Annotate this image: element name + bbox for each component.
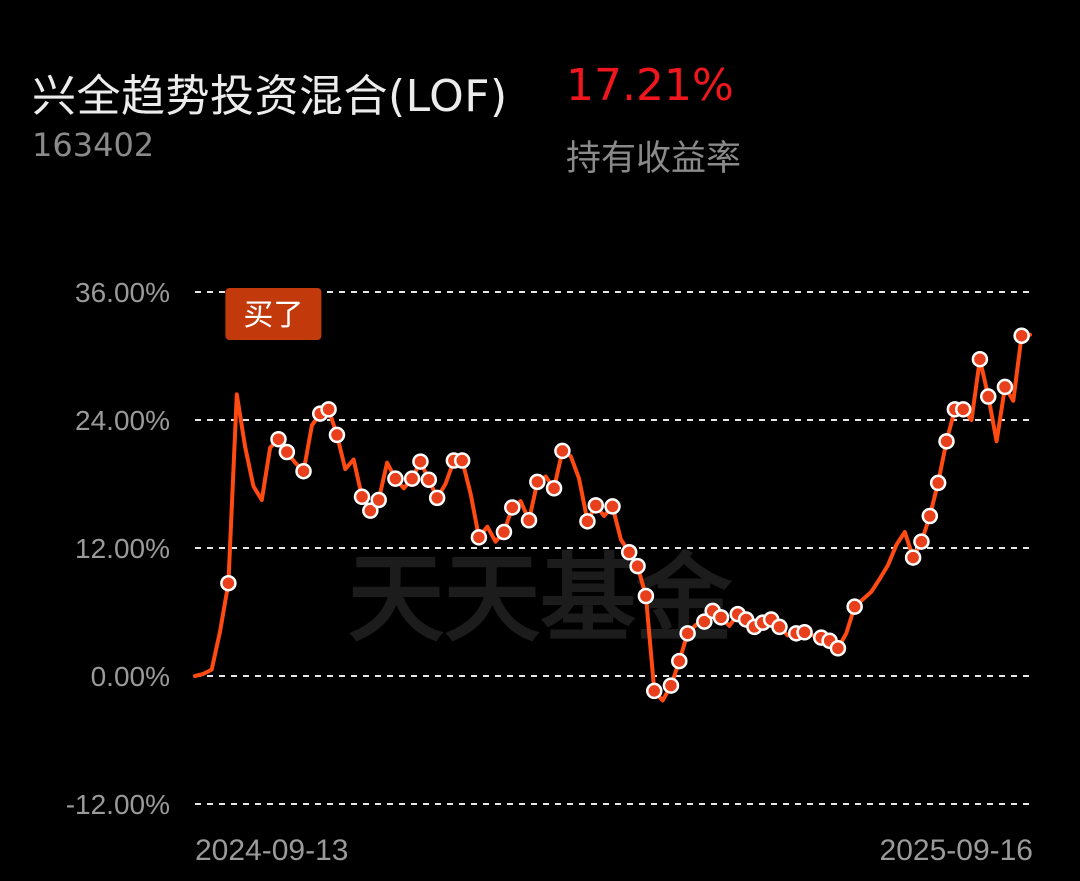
transaction-marker[interactable] xyxy=(662,677,680,694)
transaction-marker[interactable] xyxy=(679,625,696,642)
buy-flag xyxy=(225,288,322,340)
transaction-marker[interactable] xyxy=(671,652,688,670)
transaction-marker[interactable] xyxy=(696,613,713,630)
transaction-marker[interactable] xyxy=(220,574,237,592)
y-tick-label: -12.00% xyxy=(66,789,170,820)
transaction-marker[interactable] xyxy=(470,529,488,546)
transaction-marker[interactable] xyxy=(353,488,371,506)
transaction-marker[interactable] xyxy=(796,624,813,641)
transaction-marker[interactable] xyxy=(362,502,379,519)
holding-return-value: 17.21% xyxy=(566,60,734,111)
transaction-marker[interactable] xyxy=(453,452,471,469)
transaction-marker[interactable] xyxy=(504,499,521,516)
buy-marker: 买了 xyxy=(225,288,322,790)
transaction-marker[interactable] xyxy=(637,587,655,605)
transaction-marker[interactable] xyxy=(996,378,1014,396)
transaction-marker[interactable] xyxy=(620,544,638,561)
grid-layer xyxy=(195,291,1032,805)
transaction-marker[interactable] xyxy=(971,350,989,368)
holding-return-label: 持有收益率 xyxy=(566,139,742,179)
transaction-marker[interactable] xyxy=(320,401,337,418)
transaction-marker[interactable] xyxy=(370,491,387,509)
transaction-marker[interactable] xyxy=(428,489,446,507)
transaction-marker[interactable] xyxy=(646,682,663,700)
watermark-logo: 天天基金 xyxy=(348,543,733,655)
transaction-marker[interactable] xyxy=(295,462,312,480)
transaction-marker[interactable] xyxy=(520,512,538,529)
transaction-marker[interactable] xyxy=(412,453,429,470)
transaction-marker[interactable] xyxy=(913,533,930,550)
y-tick-label: 24.00% xyxy=(75,405,170,436)
transaction-marker[interactable] xyxy=(579,513,596,530)
transaction-marker[interactable] xyxy=(328,426,346,444)
buy-flag-label: 买了 xyxy=(243,298,303,333)
transaction-marker[interactable] xyxy=(938,433,955,450)
transaction-marker[interactable] xyxy=(545,480,563,497)
transaction-marker[interactable] xyxy=(278,443,296,461)
fund-code: 163402 xyxy=(32,126,155,164)
transaction-marker[interactable] xyxy=(604,498,621,515)
transaction-marker[interactable] xyxy=(1013,327,1030,344)
x-axis: 2024-09-13 2025-09-16 xyxy=(195,834,1033,867)
y-tick-label: 36.00% xyxy=(75,277,170,308)
transaction-marker[interactable] xyxy=(980,388,997,405)
fund-name: 兴全趋势投资混合(LOF) xyxy=(32,71,508,122)
transaction-marker[interactable] xyxy=(629,557,646,575)
transaction-marker[interactable] xyxy=(420,471,438,488)
transaction-marker[interactable] xyxy=(846,598,863,615)
transaction-marker[interactable] xyxy=(270,430,287,448)
transaction-marker[interactable] xyxy=(954,401,972,418)
y-tick-label: 0.00% xyxy=(91,661,170,692)
transaction-marker[interactable] xyxy=(587,497,605,514)
transaction-marker[interactable] xyxy=(554,442,571,460)
transaction-marker[interactable] xyxy=(495,523,513,541)
transaction-marker[interactable] xyxy=(712,609,730,626)
y-axis: -12.00% 0.00% 12.00% 24.00% 36.00% xyxy=(66,277,170,820)
transaction-marker[interactable] xyxy=(829,640,847,657)
transaction-markers xyxy=(220,327,1030,700)
y-tick-label: 12.00% xyxy=(75,533,170,564)
transaction-marker[interactable] xyxy=(904,549,922,566)
transaction-marker[interactable] xyxy=(771,618,788,636)
x-tick-end: 2025-09-16 xyxy=(880,834,1033,867)
transaction-marker[interactable] xyxy=(529,473,546,491)
x-tick-start: 2024-09-13 xyxy=(195,834,348,867)
transaction-marker[interactable] xyxy=(929,474,947,492)
transaction-marker[interactable] xyxy=(403,470,421,487)
transaction-marker[interactable] xyxy=(921,507,939,525)
transaction-marker[interactable] xyxy=(387,470,404,487)
